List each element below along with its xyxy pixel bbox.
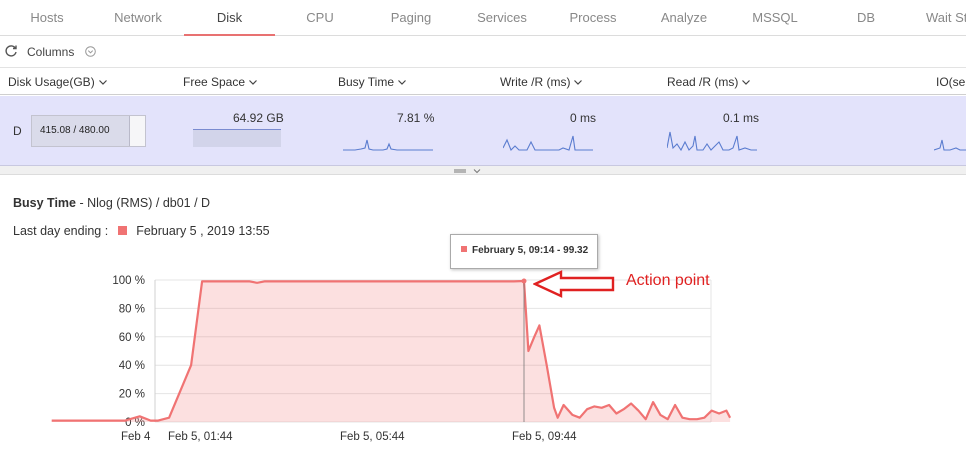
series-area (51, 281, 731, 422)
y-tick-label: 60 % (119, 332, 145, 344)
tab-disk[interactable]: Disk (184, 0, 275, 36)
column-header-disk-usage[interactable]: Disk Usage(GB) (8, 75, 107, 89)
x-tick-label: Feb 5, 05:44 (340, 431, 405, 443)
x-tick-label: Feb 4 (121, 431, 151, 443)
tooltip-swatch (461, 246, 467, 252)
column-header-free-space[interactable]: Free Space (183, 75, 257, 89)
chevron-down-icon (98, 80, 107, 85)
free-space-bar (193, 130, 281, 147)
legend-swatch (117, 226, 127, 235)
write-r-value: 0 ms (570, 111, 597, 125)
chevron-down-icon (574, 80, 583, 85)
tab-mssql[interactable]: MSSQL (752, 10, 798, 25)
busy-time-chart: 100 %80 %60 %40 %20 %0 %Feb 4 Feb 5, 01:4… (51, 275, 732, 443)
write-r-sparkline (503, 135, 593, 151)
ending-label: Last day ending : (13, 224, 109, 238)
drive-letter: D (13, 124, 22, 138)
chevron-down-icon (742, 80, 751, 85)
disk-usage-value: 415.08 / 480.00 (40, 125, 110, 136)
read-r-value: 0.1 ms (723, 111, 760, 125)
tab-network[interactable]: Network (114, 10, 162, 25)
chart-tooltip: February 5, 09:14 - 99.32 (450, 234, 598, 269)
disk-usage-bar: 415.08 / 480.00 (31, 115, 146, 147)
action-point-label: Action point (626, 272, 710, 289)
busy-time-sparkline (343, 139, 433, 151)
column-header-read-r[interactable]: Read /R (ms) (667, 75, 751, 89)
busy-time-value: 7.81 % (397, 111, 435, 125)
action-point-arrow (533, 270, 615, 298)
series-line (51, 279, 732, 422)
chevron-down-icon (398, 80, 406, 85)
columns-toolbar: Columns (0, 36, 966, 68)
last-day-ending: Last day ending : February 5 , 2019 13:5… (13, 224, 270, 238)
table-row[interactable]: D 415.08 / 480.00 64.92 GB 7.81 % 0 ms 0… (0, 96, 966, 166)
tab-hosts[interactable]: Hosts (30, 10, 64, 25)
tab-analyze[interactable]: Analyze (660, 10, 708, 25)
column-header-io[interactable]: IO(se (936, 75, 966, 89)
refresh-icon[interactable] (4, 44, 18, 58)
y-tick-label: 20 % (119, 389, 145, 401)
disk-usage-fill (32, 116, 130, 146)
y-tick-label: 40 % (119, 360, 145, 372)
chevron-down-circle-icon[interactable] (85, 46, 96, 57)
column-header-busy-time[interactable]: Busy Time (338, 75, 406, 89)
tab-process[interactable]: Process (569, 10, 617, 25)
io-sparkline (934, 139, 966, 151)
columns-button[interactable]: Columns (27, 45, 75, 59)
x-tick-label: Feb 5, 09:44 (512, 431, 577, 443)
detail-title: Busy Time - Nlog (RMS) / db01 / D (13, 196, 210, 210)
column-header-write-r[interactable]: Write /R (ms) (500, 75, 583, 89)
disk-table-header: Disk Usage(GB) Free Space Busy Time Writ… (0, 69, 966, 95)
x-tick-label: Feb 5, 01:44 (168, 431, 233, 443)
tab-bar: Hosts Network Disk CPU Paging Services P… (0, 0, 966, 36)
chevron-down-icon (249, 80, 257, 85)
tab-paging[interactable]: Paging (390, 10, 432, 25)
y-tick-label: 100 % (112, 275, 145, 287)
hover-point (521, 278, 527, 284)
detail-path: - Nlog (RMS) / db01 / D (79, 196, 211, 210)
read-r-sparkline (667, 131, 757, 152)
panel-splitter[interactable] (0, 166, 966, 175)
splitter-handle-icon[interactable] (452, 168, 486, 174)
y-tick-label: 80 % (119, 303, 145, 315)
tab-db[interactable]: DB (856, 10, 876, 25)
tab-wait-stats[interactable]: Wait St (926, 10, 966, 25)
detail-metric: Busy Time (13, 196, 76, 210)
tab-services[interactable]: Services (477, 10, 527, 25)
free-space-line (193, 129, 281, 130)
ending-value: February 5 , 2019 13:55 (136, 224, 270, 238)
tab-cpu[interactable]: CPU (306, 10, 334, 25)
free-space-value: 64.92 GB (233, 111, 284, 125)
tooltip-text: February 5, 09:14 - 99.32 (472, 245, 589, 256)
